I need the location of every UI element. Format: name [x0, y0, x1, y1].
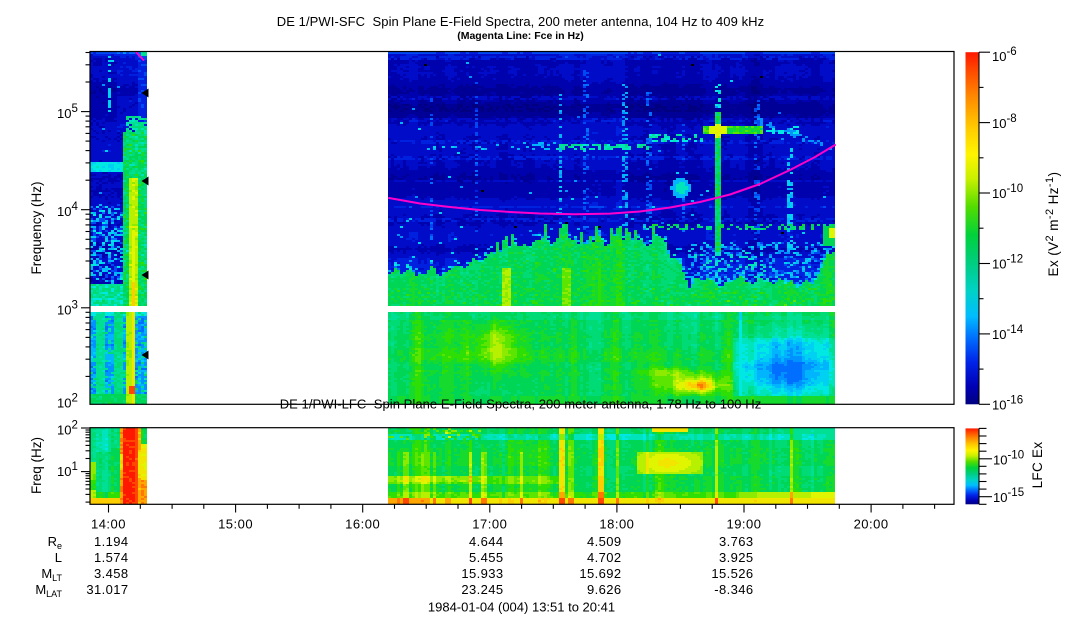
svg-text:3.763: 3.763	[719, 534, 754, 549]
svg-text:17:00: 17:00	[472, 517, 507, 532]
svg-text:15.526: 15.526	[711, 566, 753, 581]
svg-text:9.626: 9.626	[587, 582, 622, 597]
svg-text:10-15: 10-15	[993, 487, 1024, 505]
svg-text:Freq (Hz): Freq (Hz)	[29, 437, 44, 494]
svg-text:18:00: 18:00	[599, 517, 634, 532]
svg-text:4.644: 4.644	[469, 534, 504, 549]
svg-text:5.455: 5.455	[469, 550, 504, 565]
svg-text:1984-01-04 (004) 13:51 to 20:4: 1984-01-04 (004) 13:51 to 20:41	[428, 600, 615, 615]
svg-text:1.574: 1.574	[94, 550, 129, 565]
svg-text:23.245: 23.245	[461, 582, 503, 597]
svg-text:20:00: 20:00	[854, 517, 889, 532]
svg-text:15:00: 15:00	[218, 517, 253, 532]
svg-text:4.702: 4.702	[587, 550, 622, 565]
svg-text:31.017: 31.017	[86, 582, 128, 597]
svg-text:15.933: 15.933	[461, 566, 503, 581]
svg-text:LFC Ex: LFC Ex	[1030, 442, 1045, 489]
svg-text:1.194: 1.194	[94, 534, 129, 549]
svg-text:DE 1/PWI-LFC Spin Plane E-Fie: DE 1/PWI-LFC Spin Plane E-Field Spectra,…	[280, 397, 762, 412]
svg-text:19:00: 19:00	[726, 517, 761, 532]
svg-text:4.509: 4.509	[587, 534, 622, 549]
svg-text:14:00: 14:00	[91, 517, 126, 532]
svg-text:3.925: 3.925	[719, 550, 754, 565]
svg-text:3.458: 3.458	[94, 566, 129, 581]
svg-text:Ex (V2 m-2 Hz-1): Ex (V2 m-2 Hz-1)	[1044, 172, 1061, 277]
svg-text:16:00: 16:00	[345, 517, 380, 532]
svg-text:(Magenta Line: Fce in Hz): (Magenta Line: Fce in Hz)	[457, 30, 584, 42]
svg-text:-8.346: -8.346	[714, 582, 753, 597]
svg-text:L: L	[55, 550, 62, 565]
svg-text:15.692: 15.692	[579, 566, 621, 581]
svg-text:DE 1/PWI-SFC Spin Plane E-Fie: DE 1/PWI-SFC Spin Plane E-Field Spectra,…	[277, 14, 764, 29]
svg-text:Frequency (Hz): Frequency (Hz)	[29, 181, 44, 274]
